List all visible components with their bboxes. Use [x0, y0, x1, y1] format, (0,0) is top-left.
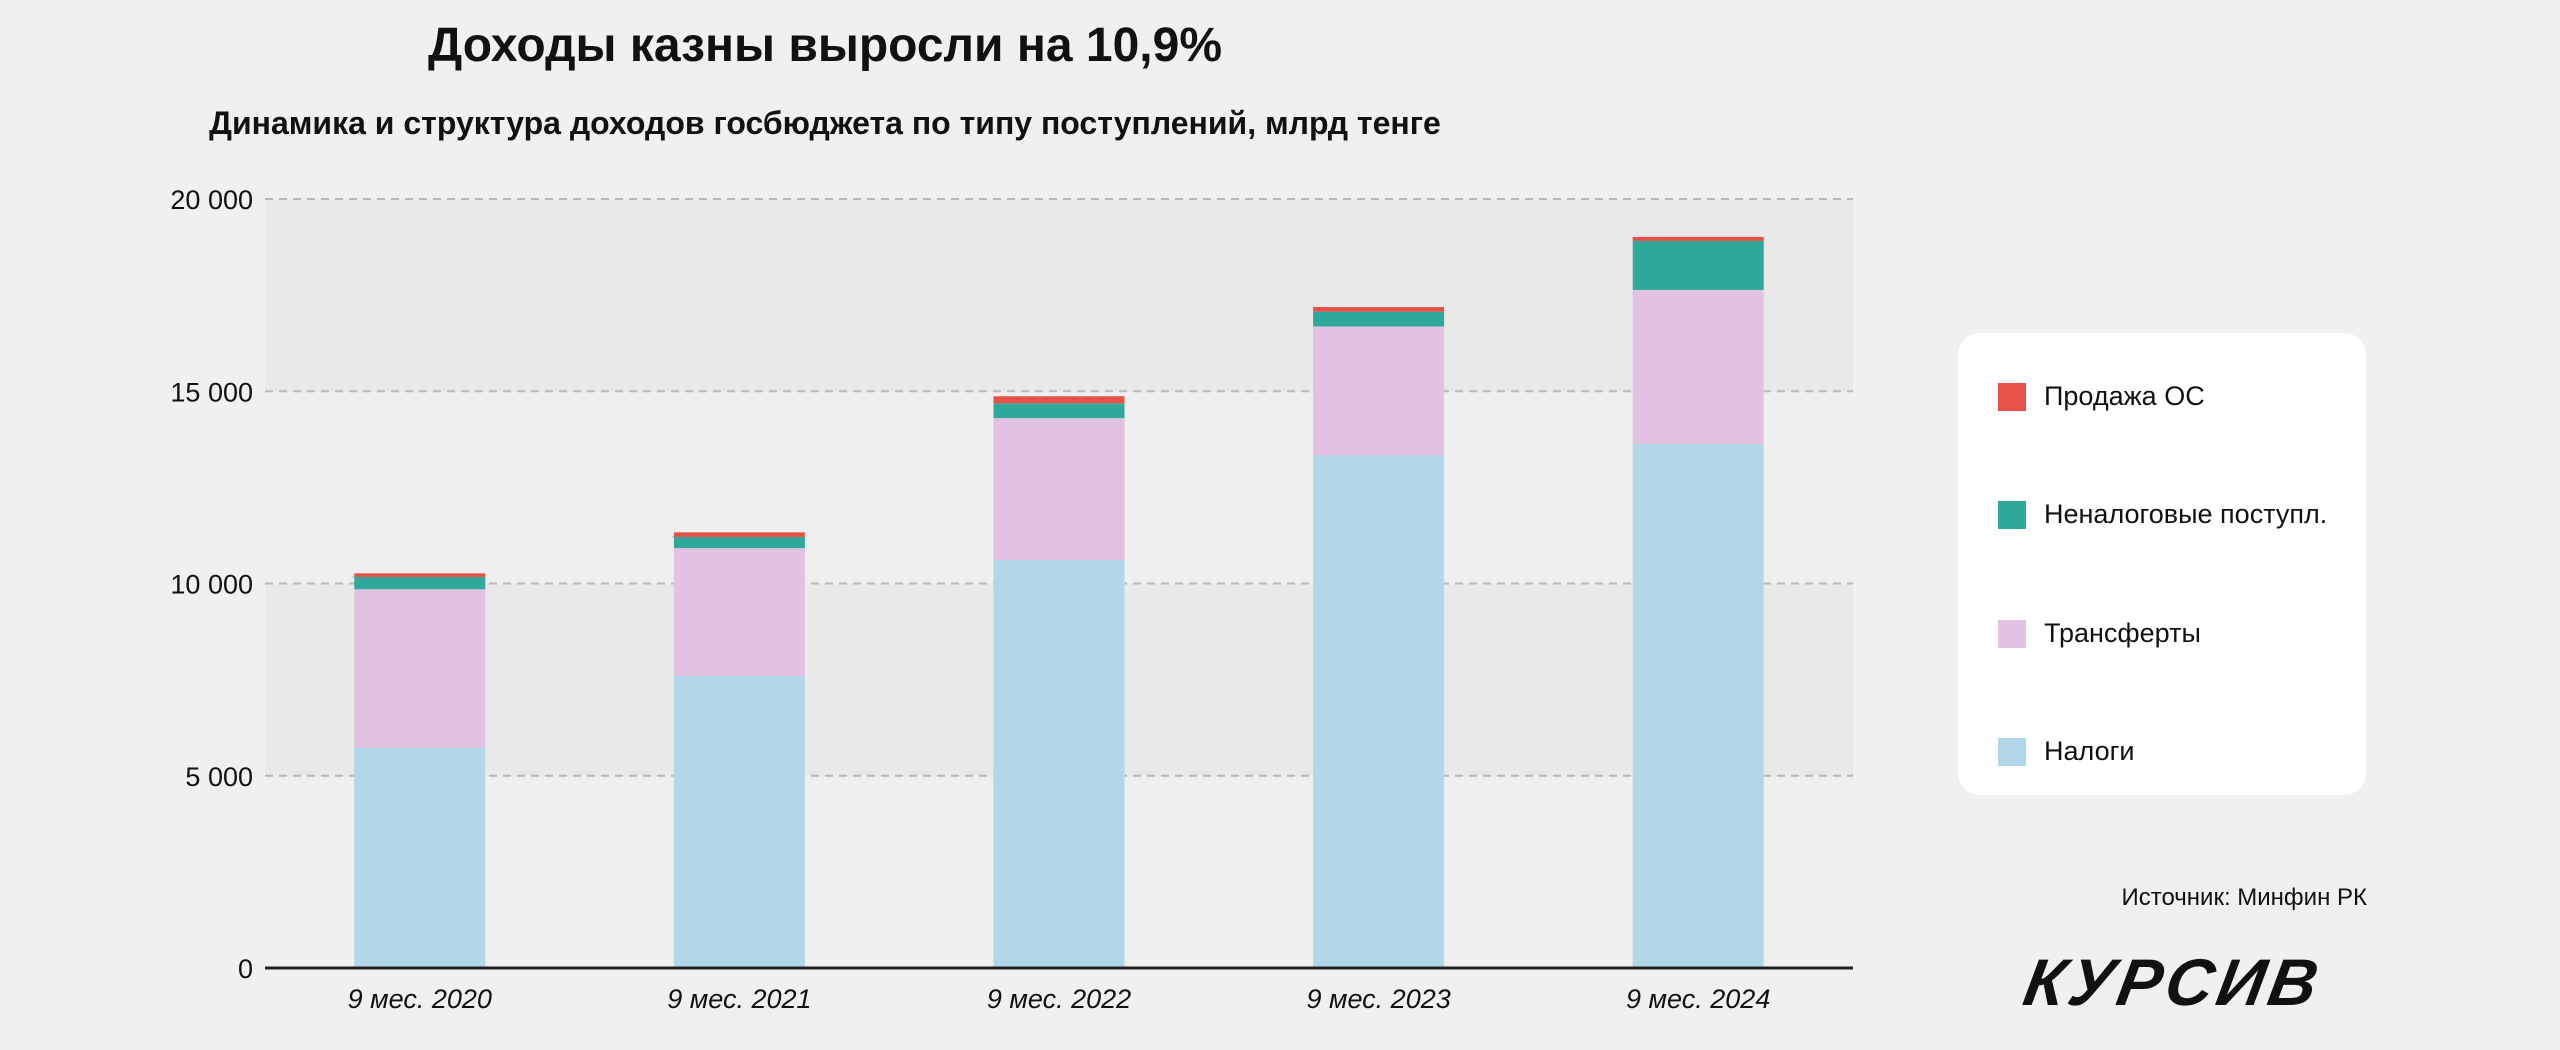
bar-segment-Неналоговые-поступл.	[1632, 240, 1764, 290]
legend-label: Налоги	[2044, 736, 2135, 766]
bar-segment-Трансферты	[1632, 289, 1764, 444]
kursiv-logo: КУРСИВ	[2018, 945, 2328, 1019]
legend-swatch	[1998, 500, 2026, 529]
bar-segment-Трансферты	[1313, 326, 1445, 456]
legend: Продажа ОС Неналоговые поступл. Трансфер…	[1958, 333, 2366, 795]
legend-item-transfers: Трансферты	[1998, 618, 2201, 649]
legend-label: Неналоговые поступл.	[2044, 499, 2328, 529]
bar-segment-Продажа-ОС	[1632, 236, 1764, 241]
x-tick-label: 9 мес. 2021	[667, 984, 811, 1014]
y-tick-label: 10 000	[170, 570, 253, 600]
y-tick-label: 20 000	[170, 185, 253, 215]
bar-segment-Неналоговые-поступл.	[354, 576, 486, 590]
y-tick-label: 5 000	[185, 762, 253, 792]
bar-segment-Продажа-ОС	[1313, 307, 1445, 312]
legend-label: Трансферты	[2044, 618, 2201, 648]
bar-segment-Налоги	[354, 747, 486, 968]
x-tick-label: 9 мес. 2022	[987, 984, 1131, 1014]
bar-segment-Налоги	[1632, 443, 1764, 968]
source-note: Источник: Минфин РК	[2121, 884, 2367, 911]
x-tick-label: 9 мес. 2020	[348, 984, 492, 1014]
legend-item-nontax: Неналоговые поступл.	[1998, 499, 2327, 530]
bar-segment-Неналоговые-поступл.	[993, 403, 1125, 419]
bar-segment-Продажа-ОС	[993, 396, 1125, 404]
legend-label: Продажа ОС	[2044, 381, 2205, 411]
y-tick-label: 15 000	[170, 377, 253, 407]
bar-segment-Продажа-ОС	[354, 573, 486, 577]
legend-item-sale: Продажа ОС	[1998, 381, 2205, 412]
x-tick-label: 9 мес. 2024	[1626, 984, 1770, 1014]
y-tick-label: 0	[238, 954, 253, 984]
bar-segment-Налоги	[993, 560, 1125, 968]
bar-segment-Продажа-ОС	[673, 532, 805, 537]
bar-segment-Трансферты	[673, 548, 805, 677]
bar-segment-Трансферты	[993, 418, 1125, 561]
chart-subtitle: Динамика и структура доходов госбюджета …	[209, 105, 1441, 141]
bar-segment-Трансферты	[354, 589, 486, 748]
bar-segment-Неналоговые-поступл.	[1313, 311, 1445, 327]
bar-segment-Налоги	[1313, 455, 1445, 968]
bar-segment-Налоги	[673, 676, 805, 968]
legend-swatch	[1998, 382, 2026, 411]
chart-title: Доходы казны выросли на 10,9%	[427, 19, 1223, 72]
legend-swatch	[1998, 737, 2026, 766]
bar-segment-Неналоговые-поступл.	[673, 536, 805, 549]
x-tick-label: 9 мес. 2023	[1306, 984, 1450, 1014]
legend-swatch	[1998, 619, 2026, 648]
legend-item-taxes: Налоги	[1998, 736, 2135, 767]
plot-band	[265, 199, 1853, 392]
